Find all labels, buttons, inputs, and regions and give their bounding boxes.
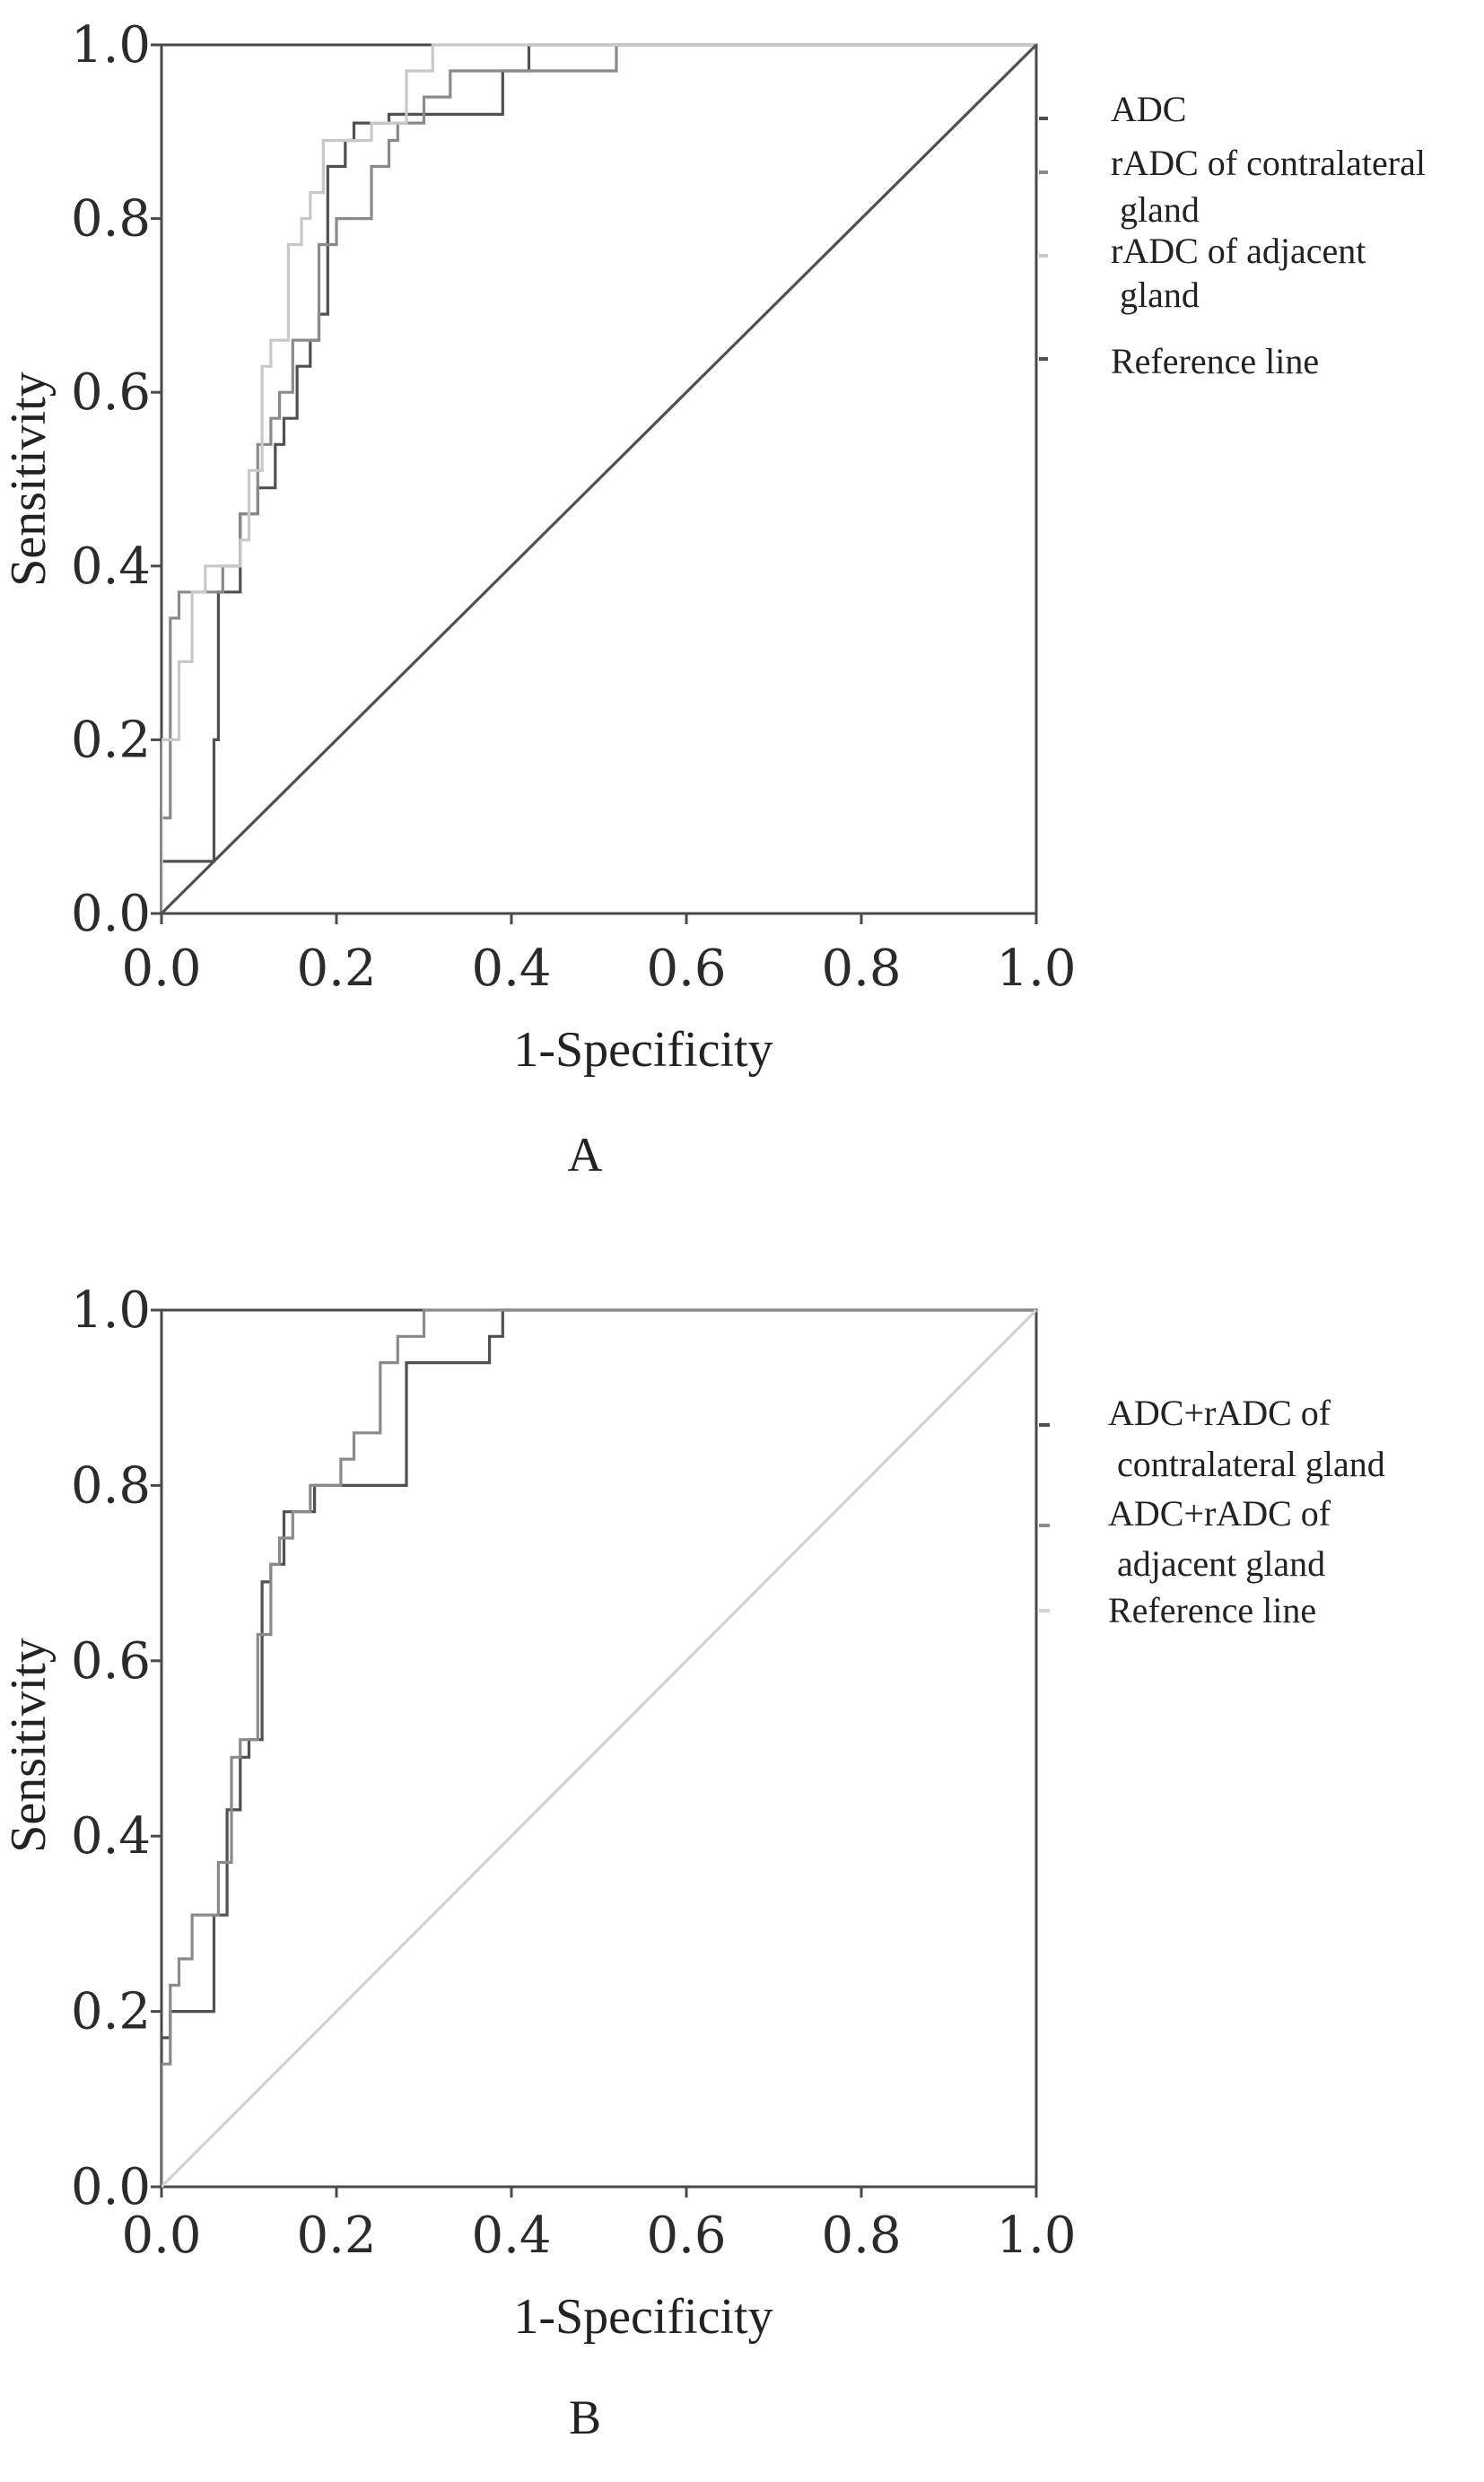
series-line-adc-radc-of-adjacent-gland: [161, 1308, 1036, 2187]
legend-item: ADC: [1039, 89, 1186, 129]
y-tick-label: 0.8: [71, 1456, 151, 1515]
x-axis-title: 1-Specificity: [513, 2289, 773, 2345]
x-tick-label: 0.8: [821, 2207, 901, 2265]
y-tick-label: 0.4: [71, 1807, 151, 1866]
legend-label: ADC+rADC of: [1108, 1493, 1331, 1534]
legend-label: Reference line: [1111, 341, 1319, 381]
y-tick-label: 0.2: [71, 1983, 151, 2041]
legend-item: rADC of adjacent gland: [1039, 231, 1366, 315]
series-line-radc-of-contralateral-gland: [161, 43, 1036, 913]
legend-item: Reference line: [1039, 1590, 1316, 1630]
legend-label: adjacent gland: [1108, 1543, 1325, 1584]
legend-label: gland: [1111, 275, 1200, 315]
y-tick-label: 0.8: [71, 190, 151, 249]
panel-label: A: [568, 1128, 603, 1182]
chart-panel-a: 0.0 0.2 0.4 0.6 0.8 1.0 0.0 0.2 0.4 0.6 0.8 1.0 1-Sp…: [1, 16, 1426, 1182]
chart-panel-b: 0.0 0.2 0.4 0.6 0.8 1.0 0.0 0.2 0.4 0.6 0.8 1.0 1-Sp…: [1, 1281, 1385, 2444]
y-tick-label: 0.2: [71, 711, 151, 769]
legend-label: rADC of adjacent: [1111, 231, 1366, 271]
y-tick-label: 0.0: [71, 2158, 151, 2216]
series-line-radc-of-adjacent-gland: [161, 43, 1036, 913]
y-tick-label: 0.6: [71, 363, 151, 422]
y-axis-title: Sensitivity: [1, 1638, 57, 1853]
legend-label: gland: [1111, 189, 1200, 230]
x-tick-label: 1.0: [996, 2207, 1076, 2265]
legend-item: ADC+rADC of contralateral gland: [1039, 1393, 1385, 1484]
x-tick-label: 0.4: [471, 2207, 551, 2265]
x-tick-label: 0.4: [471, 939, 551, 998]
x-tick-label: 0.0: [121, 2207, 201, 2265]
legend-item: rADC of contralateral gland: [1039, 143, 1426, 230]
y-tick-label: 1.0: [71, 16, 151, 74]
series-line-reference-line: [161, 43, 1038, 915]
y-tick-label: 0.0: [71, 885, 151, 943]
x-tick-label: 0.2: [296, 2207, 376, 2265]
y-axis-title: Sensitivity: [1, 371, 57, 587]
y-tick-label: 1.0: [71, 1281, 151, 1340]
x-tick-label: 0.0: [121, 939, 201, 998]
x-axis-title: 1-Specificity: [513, 1022, 773, 1078]
legend-item: ADC+rADC of adjacent gland: [1039, 1493, 1331, 1584]
panel-label: B: [569, 2390, 601, 2444]
legend-item: Reference line: [1039, 341, 1319, 381]
x-tick-label: 0.6: [646, 2207, 726, 2265]
x-tick-label: 0.8: [821, 939, 901, 998]
series-line-reference-line: [161, 1308, 1038, 2189]
y-tick-label: 0.6: [71, 1632, 151, 1691]
x-tick-label: 0.2: [296, 939, 376, 998]
y-tick-label: 0.4: [71, 537, 151, 596]
x-tick-label: 1.0: [996, 939, 1076, 998]
legend-label: rADC of contralateral: [1111, 143, 1426, 183]
x-tick-label: 0.6: [646, 939, 726, 998]
legend-label: Reference line: [1108, 1590, 1316, 1630]
legend-label: contralateral gland: [1108, 1444, 1385, 1484]
legend-label: ADC+rADC of: [1108, 1393, 1331, 1433]
series-line-adc-radc-of-contralateral-gland: [161, 1308, 1036, 2187]
legend-label: ADC: [1111, 89, 1186, 129]
